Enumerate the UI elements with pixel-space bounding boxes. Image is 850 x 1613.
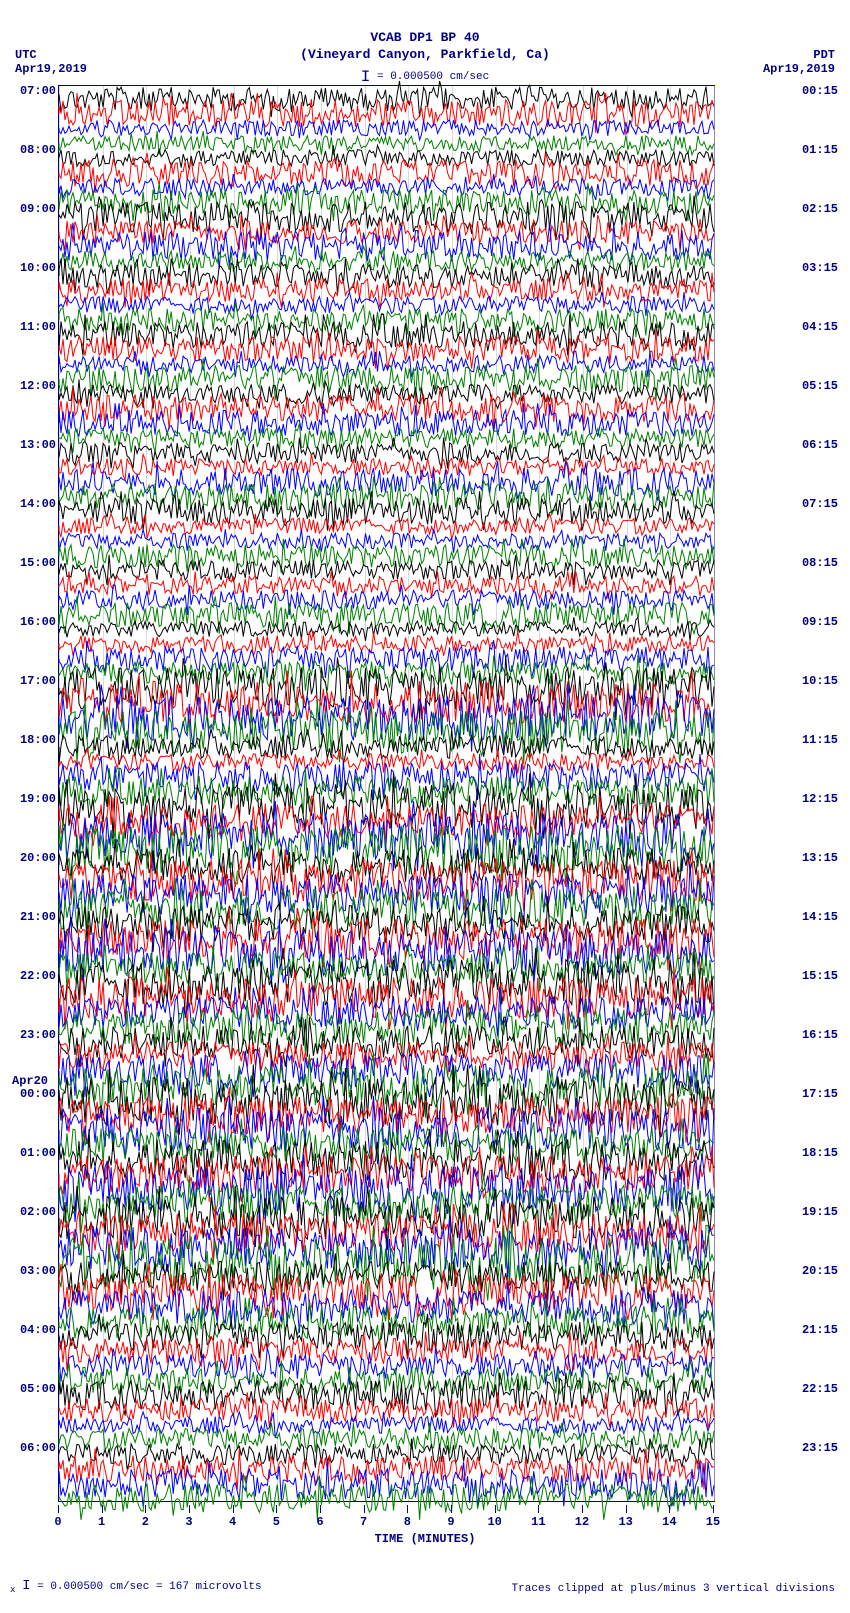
y-label-utc: 04:00 — [12, 1324, 56, 1336]
x-tick-label: 2 — [142, 1515, 149, 1529]
x-tick-label: 15 — [706, 1515, 720, 1529]
x-tick — [538, 1505, 539, 1513]
y-label-utc: 20:00 — [12, 852, 56, 864]
x-tick — [364, 1505, 365, 1513]
x-tick-label: 9 — [447, 1515, 454, 1529]
day-label: Apr20 — [12, 1075, 48, 1087]
x-tick — [233, 1505, 234, 1513]
x-tick — [582, 1505, 583, 1513]
x-tick-label: 11 — [531, 1515, 545, 1529]
y-label-utc: 10:00 — [12, 262, 56, 274]
tz-left-code: UTC — [15, 48, 87, 62]
tz-right-code: PDT — [763, 48, 835, 62]
y-label-utc: 21:00 — [12, 911, 56, 923]
x-tick — [451, 1505, 452, 1513]
x-tick-label: 4 — [229, 1515, 236, 1529]
y-label-pdt: 11:15 — [802, 734, 838, 746]
y-label-utc: 00:00 — [12, 1088, 56, 1100]
y-label-utc: 23:00 — [12, 1029, 56, 1041]
y-label-pdt: 05:15 — [802, 380, 838, 392]
footer-left-text: = 0.000500 cm/sec = 167 microvolts — [37, 1581, 261, 1593]
y-label-utc: 22:00 — [12, 970, 56, 982]
seismogram-page: VCAB DP1 BP 40 (Vineyard Canyon, Parkfie… — [0, 0, 850, 1613]
y-label-pdt: 16:15 — [802, 1029, 838, 1041]
y-label-utc: 17:00 — [12, 675, 56, 687]
y-label-utc: 06:00 — [12, 1442, 56, 1454]
y-label-utc: 02:00 — [12, 1206, 56, 1218]
x-tick-label: 14 — [662, 1515, 676, 1529]
gridline-v — [714, 86, 715, 1501]
y-label-pdt: 22:15 — [802, 1383, 838, 1395]
y-label-pdt: 00:15 — [802, 85, 838, 97]
y-label-utc: 14:00 — [12, 498, 56, 510]
x-tick-label: 12 — [575, 1515, 589, 1529]
tz-label-left: UTC Apr19,2019 — [15, 48, 87, 77]
x-tick — [189, 1505, 190, 1513]
y-label-pdt: 07:15 — [802, 498, 838, 510]
x-tick-label: 1 — [98, 1515, 105, 1529]
x-tick-label: 3 — [185, 1515, 192, 1529]
y-label-pdt: 19:15 — [802, 1206, 838, 1218]
x-tick-label: 10 — [487, 1515, 501, 1529]
x-tick-label: 6 — [316, 1515, 323, 1529]
y-label-utc: 07:00 — [12, 85, 56, 97]
y-label-pdt: 18:15 — [802, 1147, 838, 1159]
station-code: VCAB DP1 BP 40 — [0, 30, 850, 47]
y-label-utc: 12:00 — [12, 380, 56, 392]
y-label-utc: 19:00 — [12, 793, 56, 805]
x-tick — [407, 1505, 408, 1513]
y-label-pdt: 20:15 — [802, 1265, 838, 1277]
y-label-pdt: 03:15 — [802, 262, 838, 274]
x-axis: 0123456789101112131415 — [58, 1505, 713, 1525]
y-label-utc: 05:00 — [12, 1383, 56, 1395]
x-tick-label: 0 — [54, 1515, 61, 1529]
y-label-pdt: 10:15 — [802, 675, 838, 687]
y-label-pdt: 13:15 — [802, 852, 838, 864]
footer-right: Traces clipped at plus/minus 3 vertical … — [512, 1583, 835, 1595]
tz-left-date: Apr19,2019 — [15, 62, 87, 76]
tz-label-right: PDT Apr19,2019 — [763, 48, 835, 77]
y-label-pdt: 21:15 — [802, 1324, 838, 1336]
y-label-utc: 08:00 — [12, 144, 56, 156]
y-label-pdt: 04:15 — [802, 321, 838, 333]
x-tick — [320, 1505, 321, 1513]
y-label-pdt: 12:15 — [802, 793, 838, 805]
trace-row — [59, 1491, 714, 1505]
x-tick — [626, 1505, 627, 1513]
y-label-pdt: 09:15 — [802, 616, 838, 628]
x-tick — [669, 1505, 670, 1513]
x-tick — [713, 1505, 714, 1513]
x-axis-title: TIME (MINUTES) — [0, 1532, 850, 1546]
station-location: (Vineyard Canyon, Parkfield, Ca) — [0, 47, 850, 64]
tz-right-date: Apr19,2019 — [763, 62, 835, 76]
y-label-pdt: 06:15 — [802, 439, 838, 451]
x-tick-label: 13 — [618, 1515, 632, 1529]
y-label-pdt: 01:15 — [802, 144, 838, 156]
x-tick-label: 8 — [404, 1515, 411, 1529]
y-label-pdt: 17:15 — [802, 1088, 838, 1100]
x-tick — [276, 1505, 277, 1513]
title-block: VCAB DP1 BP 40 (Vineyard Canyon, Parkfie… — [0, 30, 850, 64]
x-tick — [495, 1505, 496, 1513]
x-tick-label: 7 — [360, 1515, 367, 1529]
y-label-pdt: 15:15 — [802, 970, 838, 982]
y-label-utc: 11:00 — [12, 321, 56, 333]
y-label-pdt: 23:15 — [802, 1442, 838, 1454]
y-label-pdt: 08:15 — [802, 557, 838, 569]
y-label-utc: 03:00 — [12, 1265, 56, 1277]
footer-left: x I = 0.000500 cm/sec = 167 microvolts — [10, 1578, 262, 1595]
x-tick — [145, 1505, 146, 1513]
x-tick — [58, 1505, 59, 1513]
y-label-utc: 16:00 — [12, 616, 56, 628]
y-label-utc: 09:00 — [12, 203, 56, 215]
y-label-utc: 15:00 — [12, 557, 56, 569]
y-label-pdt: 02:15 — [802, 203, 838, 215]
x-tick-label: 5 — [273, 1515, 280, 1529]
y-label-utc: 18:00 — [12, 734, 56, 746]
plot-area — [58, 85, 715, 1502]
y-label-utc: 01:00 — [12, 1147, 56, 1159]
y-label-pdt: 14:15 — [802, 911, 838, 923]
x-tick — [102, 1505, 103, 1513]
y-label-utc: 13:00 — [12, 439, 56, 451]
